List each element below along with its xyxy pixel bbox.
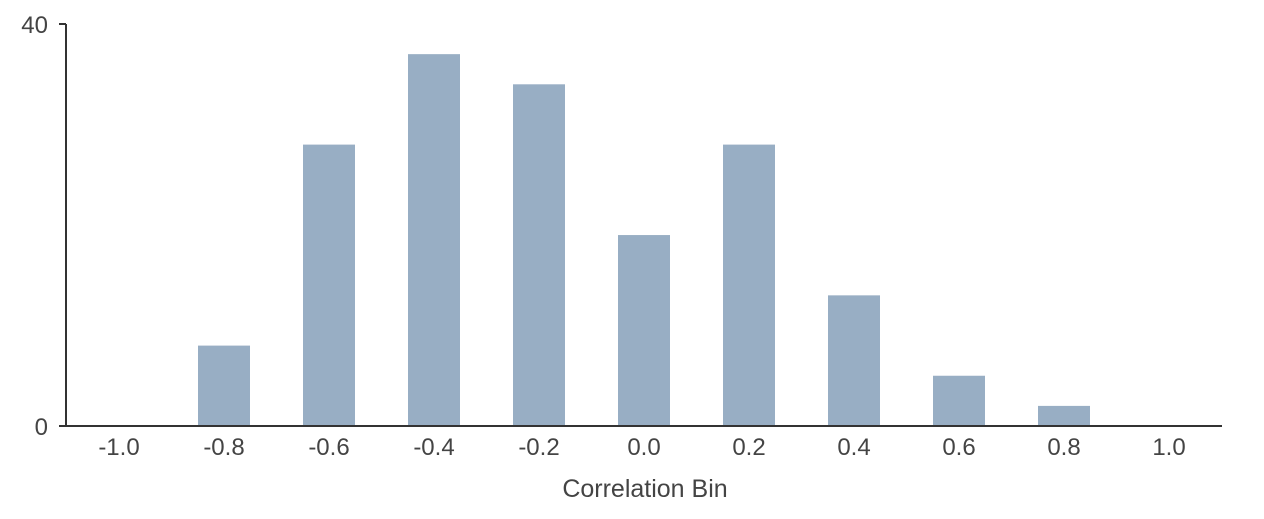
x-tick-label: -0.4 (413, 434, 454, 461)
bar--0.8 (198, 345, 250, 426)
y-tick-label: 0 (35, 414, 48, 441)
bar-0.2 (723, 144, 775, 426)
x-tick-label: 0.6 (942, 434, 975, 461)
bar-0.6 (933, 375, 985, 426)
bar-0.8 (1038, 405, 1090, 426)
x-tick-label: 0.2 (732, 434, 765, 461)
x-tick-label: 0.0 (627, 434, 660, 461)
x-tick-label: -0.6 (308, 434, 349, 461)
bars-group (198, 54, 1090, 427)
x-tick-label: -0.8 (203, 434, 244, 461)
x-tick-label: 0.8 (1047, 434, 1080, 461)
bar-0.0 (618, 235, 670, 426)
bar-0.4 (828, 295, 880, 426)
y-tick-label: 40 (21, 12, 48, 39)
bar--0.2 (513, 84, 565, 427)
x-axis-title: Correlation Bin (562, 475, 727, 503)
x-tick-label: -1.0 (98, 434, 139, 461)
x-tick-label: -0.2 (518, 434, 559, 461)
x-tick-label: 1.0 (1152, 434, 1185, 461)
bar--0.4 (408, 54, 460, 427)
x-axis-ticks: -1.0 -0.8 -0.6 -0.4 -0.2 0.0 0.2 0.4 0.6 0.8 1.0 (98, 434, 1185, 461)
x-tick-label: 0.4 (837, 434, 870, 461)
y-axis-ticks: 0 40 (21, 12, 66, 441)
bar--0.6 (303, 144, 355, 426)
